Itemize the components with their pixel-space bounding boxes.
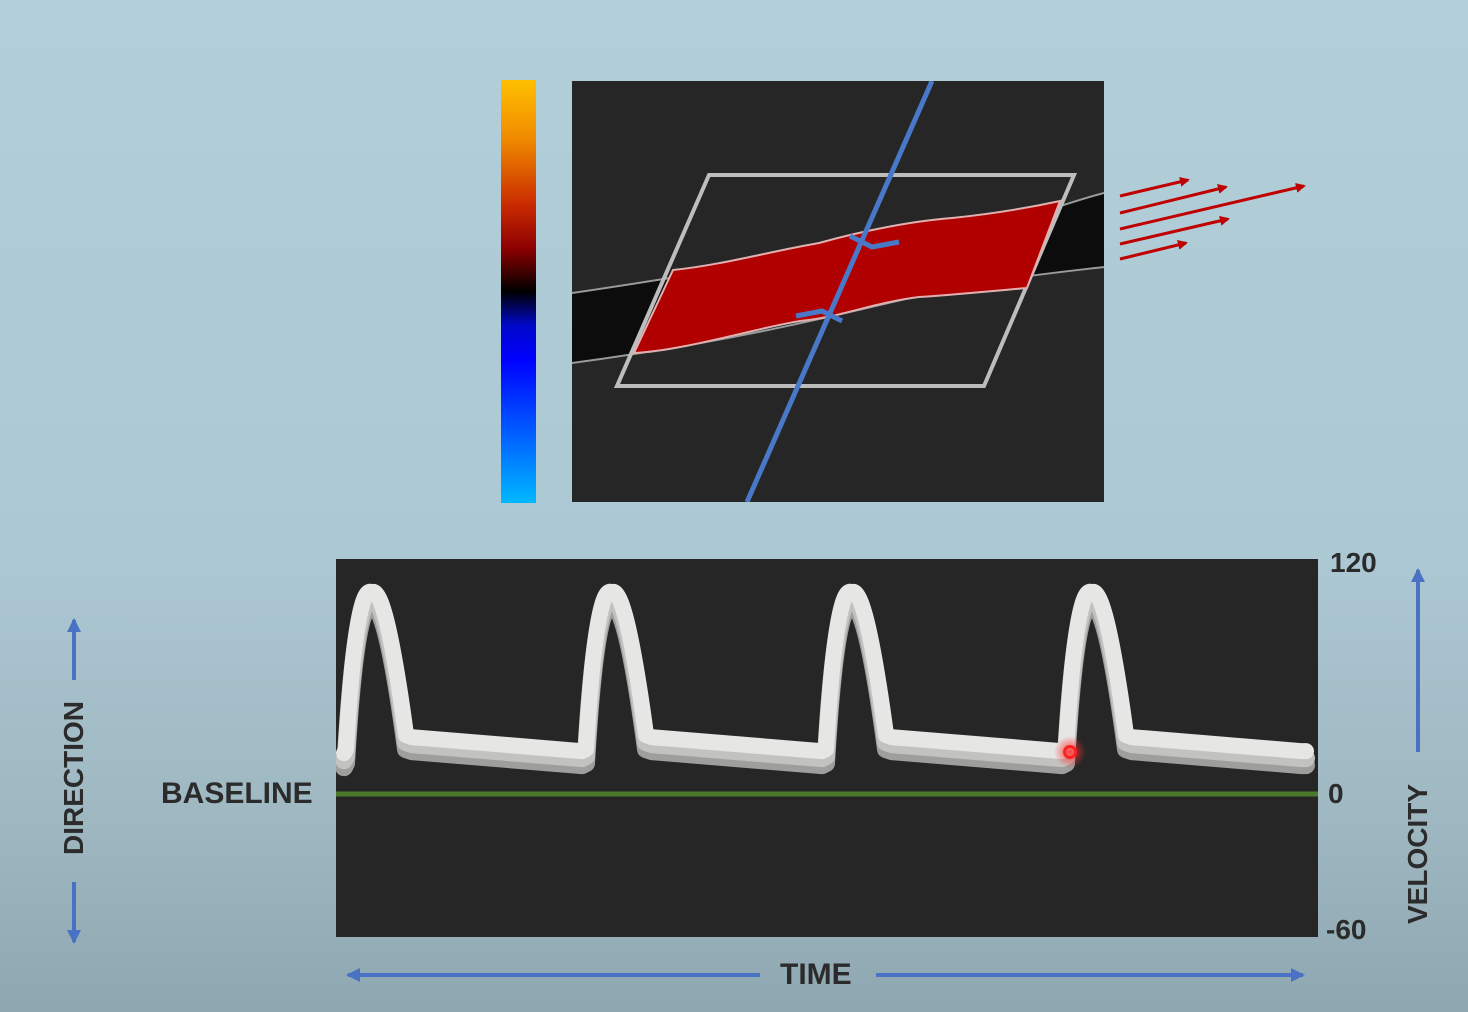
velocity-tick-zero: 0: [1328, 778, 1344, 809]
doppler-beam-line: [744, 79, 935, 504]
flow-arrow: [1119, 240, 1188, 261]
flow-arrow: [1119, 215, 1230, 246]
velocity-tick-min: -60: [1326, 914, 1367, 945]
waveform-trace-layer-3: [336, 583, 1314, 762]
doppler-drawing: [571, 79, 1105, 504]
time-axis-label: TIME: [780, 958, 852, 991]
spectral-doppler-panel: [335, 559, 1318, 937]
color-doppler-panel: [571, 79, 1105, 504]
record-dot-icon: [1054, 736, 1086, 768]
color-scale-bar: [501, 80, 536, 503]
sample-gate-bottom-marker: [795, 308, 844, 324]
sample-gate-top-marker: [848, 233, 900, 250]
flow-arrow: [1119, 184, 1228, 215]
velocity-tick-max: 120: [1330, 547, 1377, 578]
baseline-label: BASELINE: [161, 777, 313, 810]
velocity-axis-label: VELOCITY: [1402, 783, 1433, 925]
flow-arrow: [1119, 176, 1190, 198]
velocity-waveform: [335, 583, 1315, 777]
flow-direction-arrows: [1119, 176, 1306, 261]
color-box: [613, 173, 1078, 388]
spectral-plot: [335, 559, 1318, 937]
flow-arrow: [1119, 182, 1306, 231]
direction-axis-label: DIRECTION: [58, 701, 89, 855]
